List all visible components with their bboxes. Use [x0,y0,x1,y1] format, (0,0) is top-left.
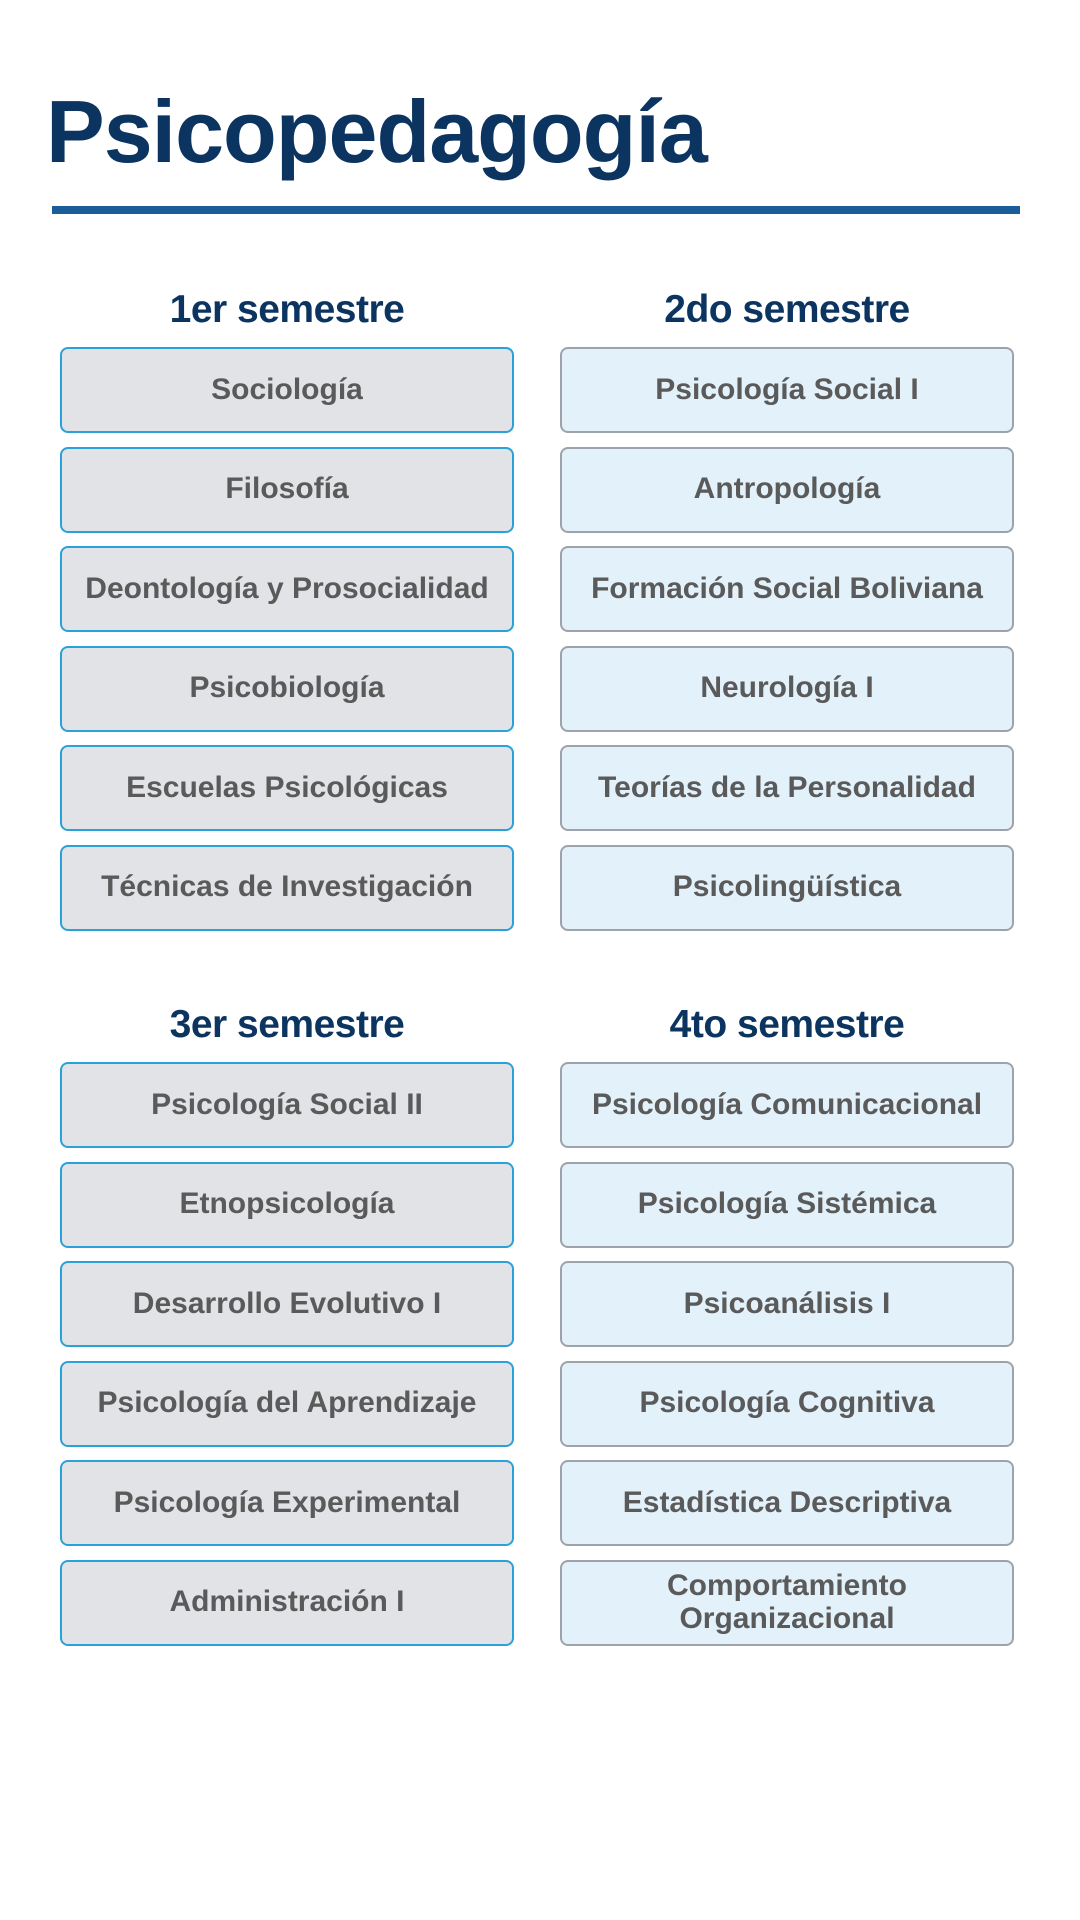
course-box: Psicología Experimental [60,1460,514,1546]
course-box: Psicoanálisis I [560,1261,1014,1347]
course-box: Teorías de la Personalidad [560,745,1014,831]
semester-3: 3er semestre Psicología Social II Etnops… [60,1000,514,1659]
course-box: Psicología Social I [560,347,1014,433]
course-box: Psicología Comunicacional [560,1062,1014,1148]
semester-1: 1er semestre Sociología Filosofía Deonto… [60,285,514,944]
course-box: Escuelas Psicológicas [60,745,514,831]
course-box: Desarrollo Evolutivo I [60,1261,514,1347]
semester-heading: 2do semestre [664,288,910,331]
semester-4: 4to semestre Psicología Comunicacional P… [560,1000,1014,1659]
course-box: Antropología [560,446,1014,533]
semester-heading: 3er semestre [169,1003,405,1046]
course-box: Filosofía [60,446,514,533]
course-list: Psicología Comunicacional Psicología Sis… [560,1062,1014,1659]
course-box: Comportamiento Organizacional [560,1559,1014,1646]
course-box: Deontología y Prosocialidad [60,546,514,632]
course-list: Sociología Filosofía Deontología y Proso… [60,347,514,944]
title-divider [52,206,1020,214]
course-box: Técnicas de Investigación [60,844,514,931]
semester-heading: 1er semestre [169,288,405,331]
course-box: Neurología I [560,645,1014,732]
course-box: Estadística Descriptiva [560,1460,1014,1546]
course-list: Psicología Social II Etnopsicología Desa… [60,1062,514,1659]
course-box: Etnopsicología [60,1161,514,1248]
course-box: Psicología Cognitiva [560,1360,1014,1447]
course-box: Administración I [60,1559,514,1646]
semester-heading: 4to semestre [669,1003,905,1046]
course-box: Psicología Social II [60,1062,514,1148]
semester-2: 2do semestre Psicología Social I Antropo… [560,285,1014,944]
course-box: Formación Social Boliviana [560,546,1014,632]
course-box: Psicología Sistémica [560,1161,1014,1248]
course-box: Psicolingüística [560,844,1014,931]
course-box: Sociología [60,347,514,433]
page-title: Psicopedagogía [46,82,708,181]
course-box: Psicobiología [60,645,514,732]
course-list: Psicología Social I Antropología Formaci… [560,347,1014,944]
course-box: Psicología del Aprendizaje [60,1360,514,1447]
